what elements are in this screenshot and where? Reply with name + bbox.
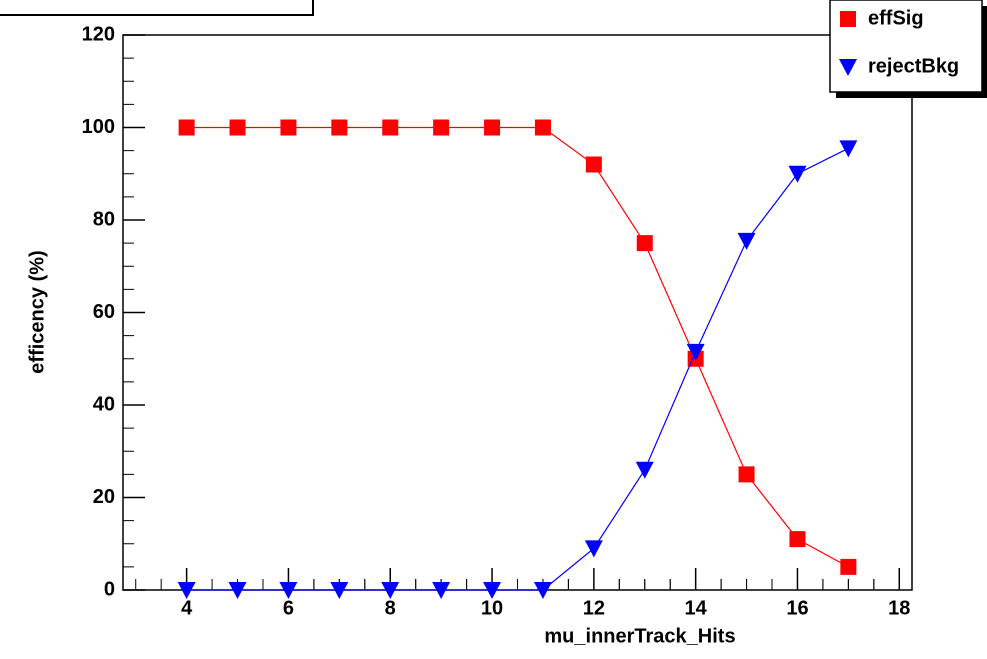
marker (229, 119, 246, 136)
marker (840, 558, 857, 575)
marker (279, 582, 298, 599)
marker (534, 119, 551, 136)
marker (533, 582, 552, 599)
marker (177, 582, 196, 599)
marker (433, 119, 450, 136)
marker (788, 165, 807, 183)
series-line (186, 126, 849, 568)
marker (584, 540, 603, 558)
y-tick-label: 100 (82, 116, 115, 138)
marker (839, 140, 858, 158)
x-axis-label: mu_innerTrack_Hits (544, 625, 735, 647)
series-line (186, 147, 849, 591)
legend-marker (839, 59, 857, 76)
marker (585, 156, 602, 173)
x-tick-label: 12 (583, 597, 605, 619)
marker (737, 232, 756, 250)
x-tick-label: 14 (685, 597, 708, 619)
marker (686, 343, 705, 361)
y-axis-label: efficency (%) (26, 250, 48, 373)
marker (738, 466, 755, 483)
y-tick-label: 20 (93, 486, 115, 508)
marker (280, 119, 297, 136)
marker (331, 119, 348, 136)
y-tick-label: 0 (104, 578, 115, 600)
x-tick-label: 4 (181, 597, 193, 619)
marker (228, 582, 247, 599)
title-box (0, 0, 314, 16)
marker (483, 582, 502, 599)
marker (178, 119, 195, 136)
legend-marker (840, 11, 856, 27)
y-tick-label: 60 (93, 301, 115, 323)
marker (636, 235, 653, 252)
x-tick-label: 8 (385, 597, 396, 619)
legend-label: effSig (868, 7, 924, 29)
y-tick-label: 40 (93, 393, 115, 415)
x-tick-label: 16 (786, 597, 808, 619)
x-tick-label: 10 (481, 597, 503, 619)
legend-label: rejectBkg (868, 55, 959, 77)
y-tick-label: 120 (82, 23, 115, 45)
x-tick-label: 6 (283, 597, 294, 619)
marker (789, 531, 806, 548)
y-tick-label: 80 (93, 208, 115, 230)
marker (381, 582, 400, 599)
marker (382, 119, 399, 136)
x-tick-label: 18 (888, 597, 910, 619)
marker (432, 582, 451, 599)
marker (484, 119, 501, 136)
marker (635, 461, 654, 479)
marker (330, 582, 349, 599)
